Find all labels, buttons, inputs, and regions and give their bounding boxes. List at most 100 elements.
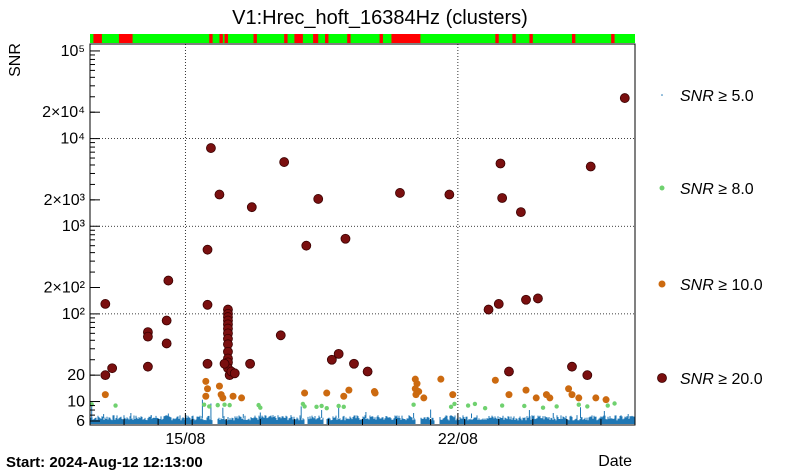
- x-tick-label: 22/08: [438, 431, 478, 448]
- snr20-point: [349, 358, 359, 369]
- snr8-point: [499, 403, 505, 408]
- legend-label-prefix: SNR: [680, 181, 714, 198]
- state-bar-bad-segment: [294, 34, 303, 43]
- snr20-point: [313, 194, 324, 204]
- snr10-point: [602, 396, 610, 404]
- snr10-point: [202, 392, 210, 400]
- y-tick-label: 10³: [62, 218, 86, 235]
- y-tick-label: 20: [67, 367, 85, 384]
- snr20-point: [107, 363, 118, 374]
- snr20-point: [163, 275, 174, 286]
- y-tick-label: 2×10³: [44, 192, 86, 209]
- state-bar-bad-segment: [611, 34, 615, 43]
- snr20-point: [202, 244, 213, 255]
- snr8-point: [215, 402, 220, 408]
- state-bar-bad-segment: [391, 34, 421, 43]
- legend-marker: [658, 280, 666, 288]
- snr10-point: [238, 394, 246, 402]
- snr20-point: [279, 157, 290, 167]
- snr8-point: [314, 404, 319, 410]
- legend-label: SNR ≥ 5.0: [680, 88, 754, 105]
- state-bar-bad-segment: [209, 34, 213, 43]
- snr20-point: [495, 158, 506, 169]
- snr10-point: [532, 394, 540, 402]
- state-bar-bad-segment: [529, 34, 533, 43]
- state-bar-bad-segment: [313, 34, 319, 43]
- state-bar-bad-segment: [219, 34, 223, 43]
- legend-label-prefix: SNR: [680, 277, 714, 294]
- snr20-point: [585, 161, 596, 172]
- y-axis-ticks: 6 10 20 10² 2×10² 10³ 2×10³ 10⁴ 2×10⁴ 10⁵: [42, 43, 100, 430]
- snr10-point: [568, 391, 576, 399]
- snr10-point: [412, 391, 420, 399]
- snr8-point: [585, 404, 590, 409]
- snr10-point: [371, 389, 379, 397]
- state-bar-bad-segment: [379, 34, 383, 43]
- snr8-point: [522, 403, 527, 409]
- x-axis-ticks: 15/08 22/08: [89, 413, 636, 448]
- snr20-point: [619, 93, 630, 103]
- y-axis-label: SNR: [7, 43, 24, 77]
- state-bar: [90, 34, 635, 43]
- snr10-point: [229, 392, 237, 400]
- chart-title: V1:Hrec_hoft_16384Hz (clusters): [232, 7, 528, 29]
- grid-lines: [90, 44, 635, 425]
- legend-label: SNR ≥ 8.0: [680, 181, 754, 198]
- snr20-point: [202, 358, 213, 369]
- legend-label-suffix: ≥ 20.0: [714, 371, 763, 388]
- snr20-point: [533, 293, 543, 304]
- snr8-point: [411, 402, 416, 407]
- snr8-point: [222, 402, 227, 407]
- state-bar-bad-segment: [284, 34, 288, 43]
- snr10-point: [219, 394, 227, 402]
- snr20-point: [493, 299, 504, 309]
- snr20-point: [521, 294, 531, 305]
- legend-marker: [661, 94, 663, 96]
- snr20-point: [206, 143, 216, 153]
- snr10-point: [592, 394, 600, 402]
- snr10-point: [437, 375, 445, 383]
- state-bar-bad-segment: [495, 34, 499, 43]
- snr20-point: [567, 361, 577, 372]
- state-bar-bad-segment: [93, 34, 102, 43]
- snr8-point: [452, 401, 457, 407]
- snr20-point: [100, 370, 111, 381]
- snr10-point: [575, 394, 583, 402]
- snr8-point: [319, 403, 324, 409]
- snr20-point: [301, 240, 312, 251]
- snr20-point: [395, 188, 405, 198]
- y-tick-label: 10⁵: [61, 43, 85, 60]
- snr10-point: [301, 389, 309, 397]
- y-tick-label: 10²: [62, 306, 86, 323]
- x-tick-label: 15/08: [165, 431, 205, 448]
- legend-label-suffix: ≥ 5.0: [714, 88, 754, 105]
- snr10-point: [546, 394, 554, 402]
- snr20-point: [340, 233, 351, 244]
- snr8-point: [341, 404, 346, 410]
- snr20-point: [444, 189, 455, 200]
- snr20-point: [246, 202, 257, 213]
- state-bar-bad-segment: [325, 34, 329, 43]
- snr8-point: [113, 403, 118, 408]
- snr10-point: [420, 394, 428, 402]
- snr20-point: [515, 207, 526, 217]
- y-tick-label: 10: [67, 394, 85, 411]
- snr20-point: [245, 358, 255, 369]
- snr8-point: [576, 402, 581, 407]
- snr8-point: [605, 403, 610, 408]
- snr20-point: [362, 366, 373, 377]
- y-tick-label: 6: [76, 413, 85, 430]
- snr5-series: [90, 399, 635, 424]
- legend-label: SNR ≥ 20.0: [680, 371, 763, 388]
- state-bar-bad-segment: [224, 34, 228, 43]
- snr20-point: [219, 358, 230, 369]
- snr20-point: [582, 370, 593, 381]
- snr10-point: [449, 391, 457, 399]
- snr20-point: [483, 304, 494, 315]
- y-tick-label: 2×10²: [44, 280, 86, 297]
- snr20-point: [161, 315, 172, 326]
- snr8-point: [554, 404, 559, 409]
- snr10-point: [565, 385, 573, 393]
- snr8-point: [448, 404, 454, 410]
